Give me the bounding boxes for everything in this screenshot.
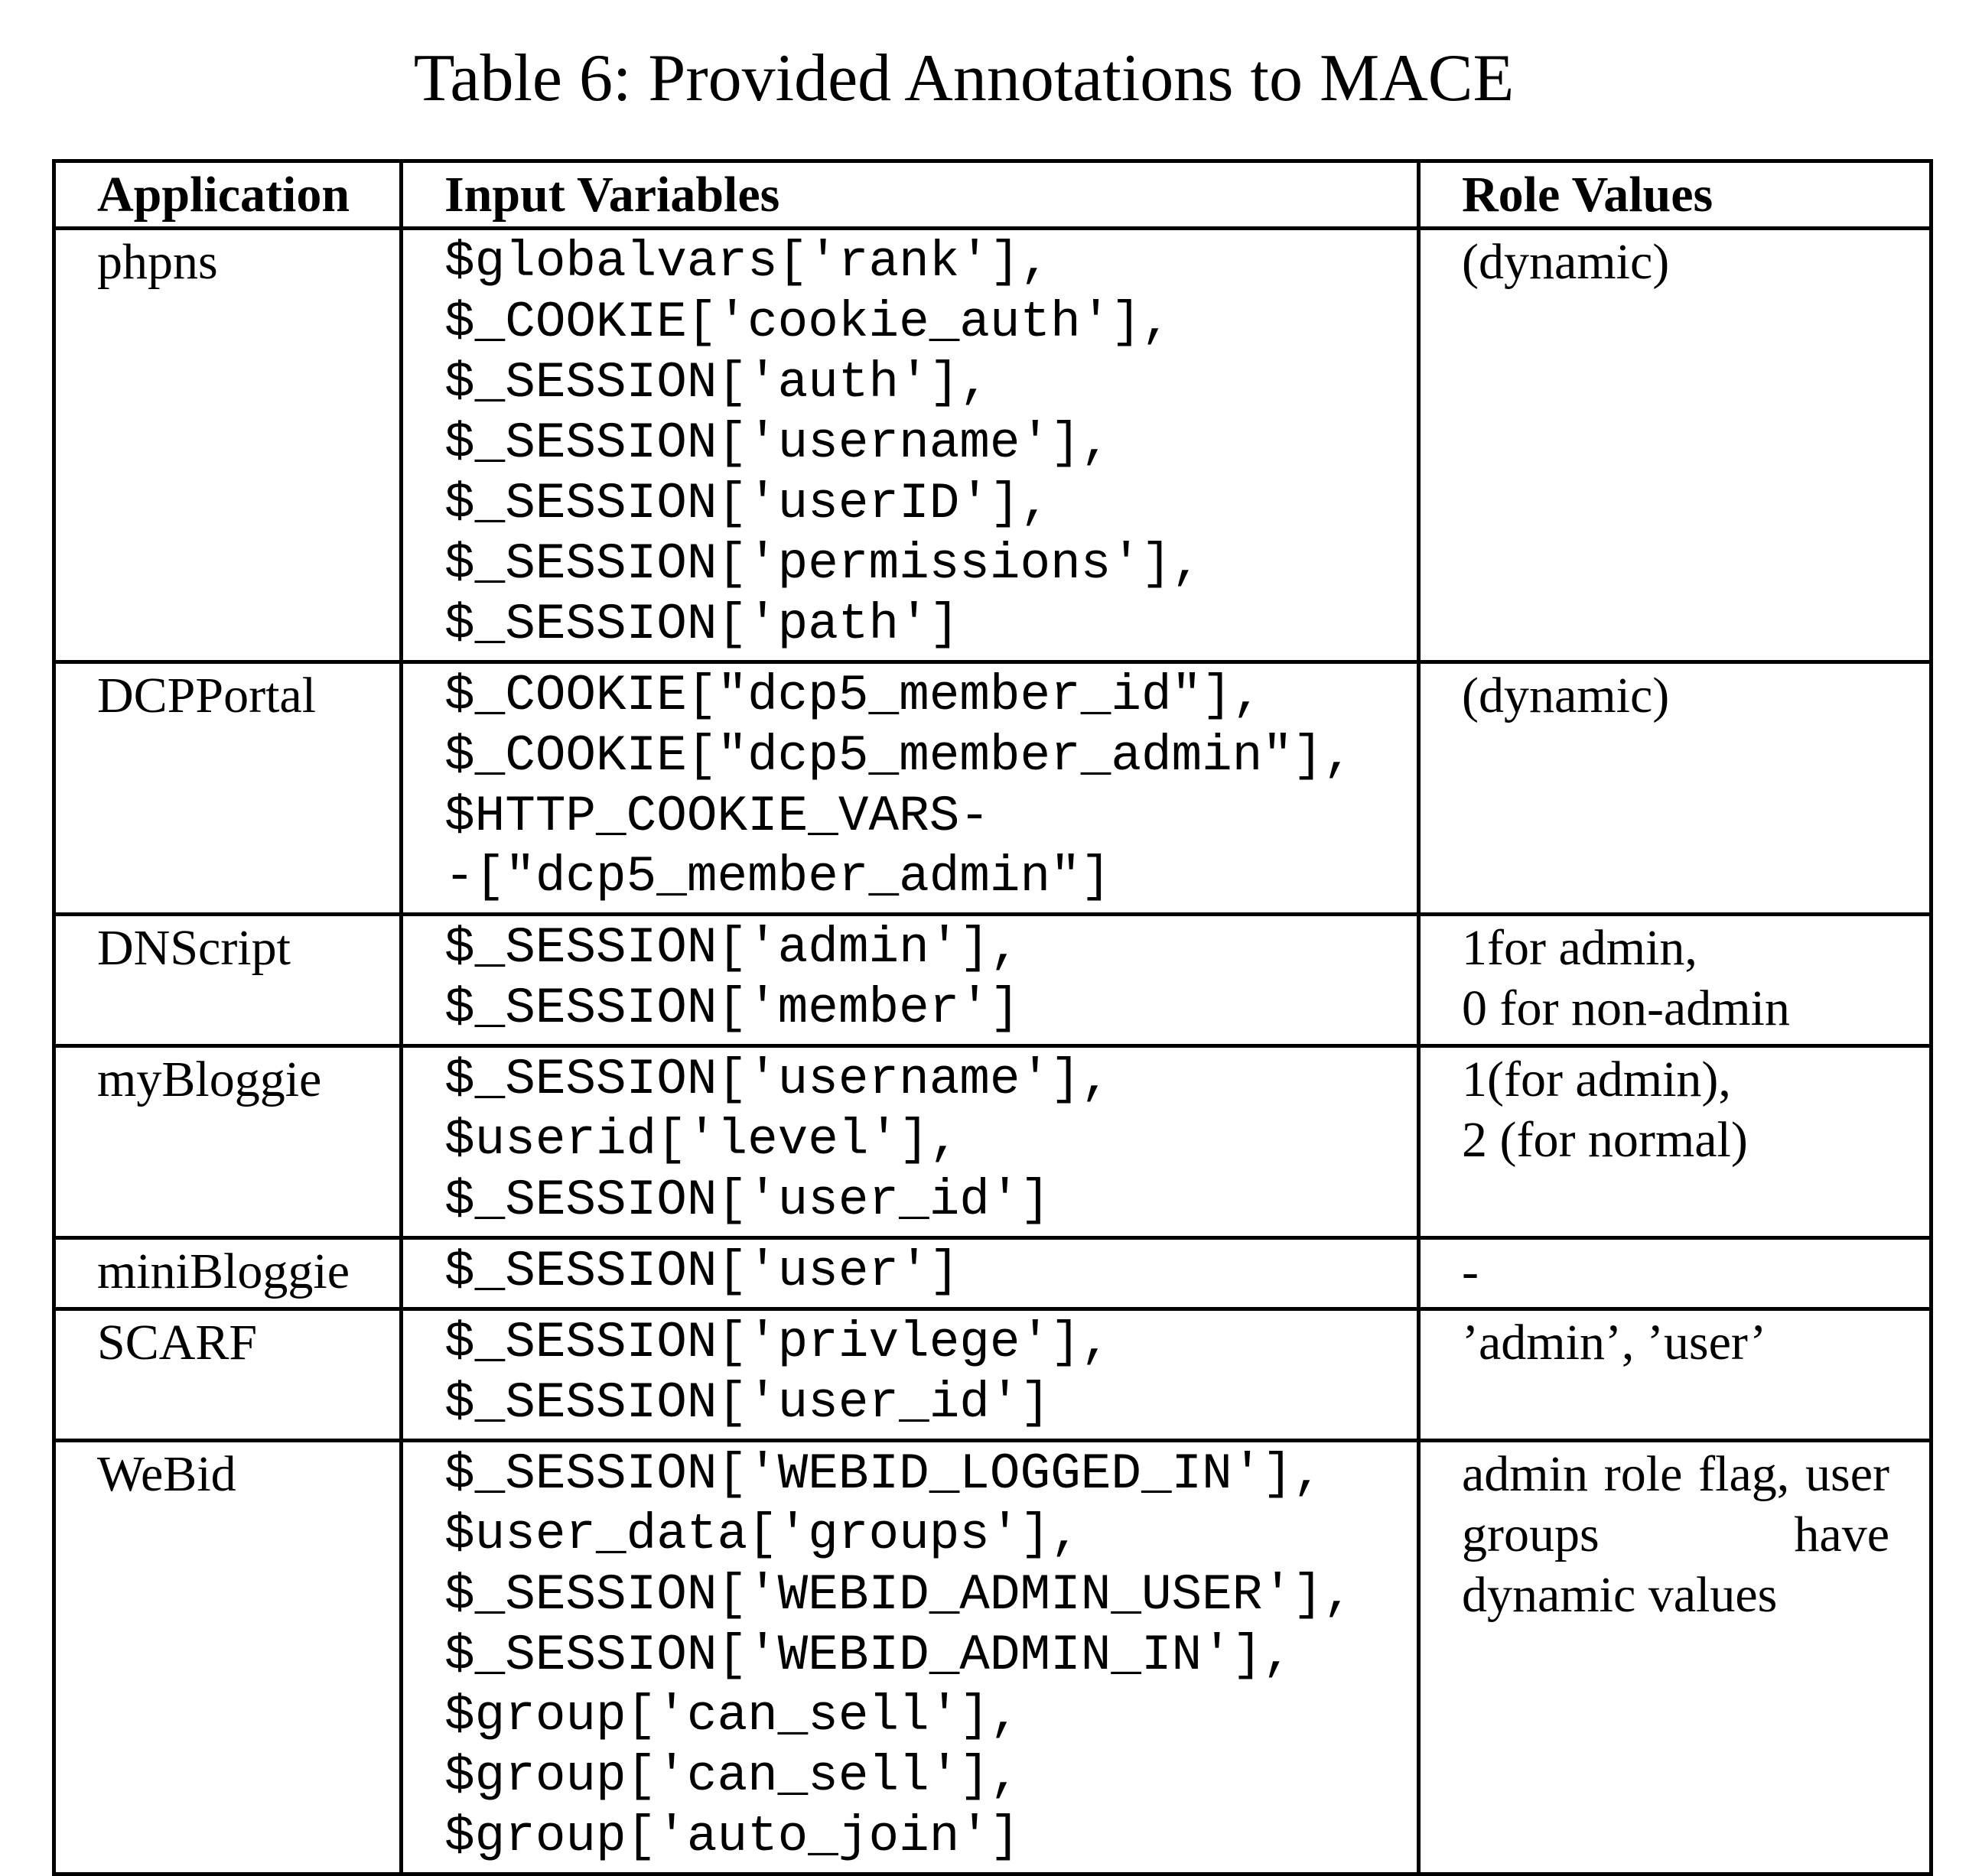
role-values-cell: 1(for admin), 2 (for normal) bbox=[1417, 1044, 1933, 1240]
table-row: WeBid $_SESSION['WEBID_LOGGED_IN'], $user_… bbox=[52, 1439, 1933, 1876]
input-variable: $_COOKIE["dcp5_member_admin"], bbox=[444, 727, 1354, 785]
role-values-cell: - bbox=[1417, 1236, 1933, 1311]
application-cell: miniBloggie bbox=[52, 1236, 403, 1311]
input-variable: $_SESSION['WEBID_LOGGED_IN'], bbox=[444, 1445, 1323, 1503]
application-cell: phpns bbox=[52, 226, 403, 664]
table-row: miniBloggie $_SESSION['user'] - bbox=[52, 1236, 1933, 1311]
role-value: admin role flag, user groups have dynami… bbox=[1462, 1446, 1889, 1623]
input-variable: $group['auto_join'] bbox=[444, 1808, 1020, 1865]
application-cell: DNScript bbox=[52, 912, 403, 1048]
role-values-cell: (dynamic) bbox=[1417, 226, 1933, 664]
input-variables-cell: $_SESSION['user'] bbox=[399, 1236, 1421, 1311]
role-value: - bbox=[1462, 1244, 1479, 1299]
input-variable: $_SESSION['username'], bbox=[444, 415, 1111, 472]
input-variables-cell: $_SESSION['username'], $userid['level'], $… bbox=[399, 1044, 1421, 1240]
input-variable: $_COOKIE['cookie_auth'], bbox=[444, 294, 1172, 351]
input-variable: $_SESSION['permissions'], bbox=[444, 535, 1203, 593]
column-header-application: Application bbox=[52, 159, 403, 230]
input-variable: $_SESSION['admin'], bbox=[444, 919, 1020, 977]
role-values-cell: (dynamic) bbox=[1417, 660, 1933, 916]
role-values-cell: 1for admin, 0 for non-admin bbox=[1417, 912, 1933, 1048]
input-variables-cell: $globalvars['rank'], $_COOKIE['cookie_aut… bbox=[399, 226, 1421, 664]
input-variables-cell: $_SESSION['WEBID_LOGGED_IN'], $user_data[… bbox=[399, 1439, 1421, 1876]
column-header-role-values: Role Values bbox=[1417, 159, 1933, 230]
role-value: 1for admin, bbox=[1462, 920, 1697, 976]
table-row: phpns $globalvars['rank'], $_COOKIE['cooki… bbox=[52, 226, 1933, 664]
table-caption: Table 6: Provided Annotations to MACE bbox=[413, 41, 1515, 115]
input-variable: -["dcp5_member_admin"] bbox=[444, 848, 1111, 905]
application-cell: WeBid bbox=[52, 1439, 403, 1876]
input-variables-cell: $_SESSION['admin'], $_SESSION['member'] bbox=[399, 912, 1421, 1048]
input-variable: $userid['level'], bbox=[444, 1111, 960, 1169]
role-value: (dynamic) bbox=[1462, 234, 1670, 290]
role-value: 1(for admin), bbox=[1462, 1052, 1731, 1107]
input-variable: $group['can_sell'], bbox=[444, 1748, 1020, 1805]
input-variable: $HTTP_COOKIE_VARS- bbox=[444, 788, 990, 845]
input-variable: $_SESSION['member'] bbox=[444, 980, 1020, 1037]
input-variables-cell: $_COOKIE["dcp5_member_id"], $_COOKIE["dcp… bbox=[399, 660, 1421, 916]
input-variable: $_SESSION['privlege'], bbox=[444, 1314, 1111, 1371]
input-variable: $_SESSION['user_id'] bbox=[444, 1172, 1051, 1229]
role-value: 0 for non-admin bbox=[1462, 980, 1790, 1036]
input-variables-cell: $_SESSION['privlege'], $_SESSION['user_id… bbox=[399, 1307, 1421, 1442]
role-values-cell: ’admin’, ’user’ bbox=[1417, 1307, 1933, 1442]
application-cell: SCARF bbox=[52, 1307, 403, 1442]
table-row: DCPPortal $_COOKIE["dcp5_member_id"], $_CO… bbox=[52, 660, 1933, 916]
input-variable: $globalvars['rank'], bbox=[444, 233, 1051, 291]
role-value: ’admin’, ’user’ bbox=[1462, 1315, 1767, 1370]
input-variable: $_SESSION['user'] bbox=[444, 1243, 960, 1300]
input-variable: $_SESSION['username'], bbox=[444, 1051, 1111, 1108]
input-variable: $group['can_sell'], bbox=[444, 1687, 1020, 1744]
input-variable: $_SESSION['auth'], bbox=[444, 354, 990, 411]
input-variable: $_SESSION['userID'], bbox=[444, 475, 1051, 532]
role-value: 2 (for normal) bbox=[1462, 1112, 1748, 1168]
input-variable: $_SESSION['user_id'] bbox=[444, 1374, 1051, 1432]
input-variable: $_SESSION['path'] bbox=[444, 596, 960, 653]
role-values-cell: admin role flag, user groups have dynami… bbox=[1417, 1439, 1933, 1876]
table-body: phpns $globalvars['rank'], $_COOKIE['cooki… bbox=[52, 226, 1933, 1876]
table-row: myBloggie $_SESSION['username'], $userid['… bbox=[52, 1044, 1933, 1240]
role-value: (dynamic) bbox=[1462, 668, 1670, 723]
input-variable: $user_data['groups'], bbox=[444, 1506, 1081, 1563]
table-row: SCARF $_SESSION['privlege'], $_SESSION['us… bbox=[52, 1307, 1933, 1442]
application-cell: DCPPortal bbox=[52, 660, 403, 916]
application-cell: myBloggie bbox=[52, 1044, 403, 1240]
input-variable: $_SESSION['WEBID_ADMIN_IN'], bbox=[444, 1627, 1293, 1684]
header-row: Application Input Variables Role Values bbox=[52, 159, 1933, 230]
table-row: DNScript $_SESSION['admin'], $_SESSION['me… bbox=[52, 912, 1933, 1048]
column-header-input-variables: Input Variables bbox=[399, 159, 1421, 230]
input-variable: $_COOKIE["dcp5_member_id"], bbox=[444, 667, 1263, 724]
annotations-table: Application Input Variables Role Values … bbox=[52, 159, 1933, 1876]
input-variable: $_SESSION['WEBID_ADMIN_USER'], bbox=[444, 1566, 1354, 1624]
